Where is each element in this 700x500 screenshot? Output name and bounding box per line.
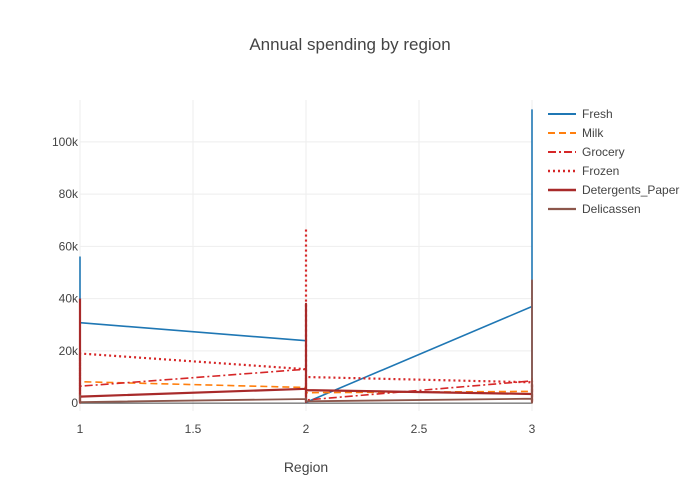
legend-item-milk[interactable]: Milk xyxy=(548,126,604,140)
legend[interactable]: Fresh Milk Grocery Frozen Detergents_Paper De… xyxy=(548,107,679,216)
legend-label: Milk xyxy=(582,126,604,140)
x-tick-label: 1 xyxy=(77,422,84,436)
legend-item-frozen[interactable]: Frozen xyxy=(548,164,619,178)
legend-item-fresh[interactable]: Fresh xyxy=(548,107,613,121)
legend-label: Grocery xyxy=(582,145,625,159)
y-tick-label: 0 xyxy=(71,396,78,410)
legend-label: Detergents_Paper xyxy=(582,183,679,197)
y-tick-label: 40k xyxy=(59,292,79,306)
y-tick-label: 100k xyxy=(52,135,79,149)
x-tick-labels: 1 1.5 2 2.5 3 xyxy=(77,422,536,436)
series-line-delicassen xyxy=(79,279,533,404)
legend-label: Delicassen xyxy=(582,202,641,216)
y-tick-label: 80k xyxy=(59,187,79,201)
legend-item-delicassen[interactable]: Delicassen xyxy=(548,202,641,216)
y-tick-label: 60k xyxy=(59,239,79,253)
y-tick-labels: 0 20k 40k 60k 80k 100k xyxy=(52,135,79,410)
legend-item-grocery[interactable]: Grocery xyxy=(548,145,625,159)
y-tick-label: 20k xyxy=(59,344,79,358)
legend-label: Frozen xyxy=(582,164,619,178)
series-lines xyxy=(78,109,534,404)
chart-title: Annual spending by region xyxy=(249,35,450,54)
legend-label: Fresh xyxy=(582,107,613,121)
x-tick-label: 1.5 xyxy=(185,422,202,436)
x-tick-label: 2 xyxy=(303,422,310,436)
legend-item-detergents_paper[interactable]: Detergents_Paper xyxy=(548,183,679,197)
x-tick-label: 3 xyxy=(529,422,536,436)
x-tick-label: 2.5 xyxy=(411,422,428,436)
x-axis-title: Region xyxy=(284,459,328,475)
